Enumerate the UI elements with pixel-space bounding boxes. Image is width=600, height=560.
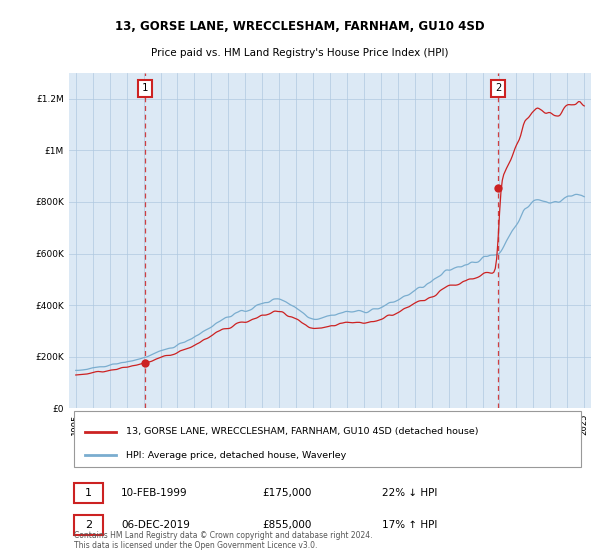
Text: £855,000: £855,000: [262, 520, 311, 530]
Text: 13, GORSE LANE, WRECCLESHAM, FARNHAM, GU10 4SD (detached house): 13, GORSE LANE, WRECCLESHAM, FARNHAM, GU…: [127, 427, 479, 436]
Text: Price paid vs. HM Land Registry's House Price Index (HPI): Price paid vs. HM Land Registry's House …: [151, 48, 449, 58]
Text: 13, GORSE LANE, WRECCLESHAM, FARNHAM, GU10 4SD: 13, GORSE LANE, WRECCLESHAM, FARNHAM, GU…: [115, 20, 485, 32]
Text: 22% ↓ HPI: 22% ↓ HPI: [382, 488, 437, 498]
Text: 17% ↑ HPI: 17% ↑ HPI: [382, 520, 437, 530]
FancyBboxPatch shape: [74, 515, 103, 535]
Text: £175,000: £175,000: [262, 488, 311, 498]
Text: 1: 1: [85, 488, 92, 498]
Text: 2: 2: [85, 520, 92, 530]
Text: 10-FEB-1999: 10-FEB-1999: [121, 488, 188, 498]
Text: 1: 1: [142, 83, 148, 94]
Text: HPI: Average price, detached house, Waverley: HPI: Average price, detached house, Wave…: [127, 451, 347, 460]
FancyBboxPatch shape: [74, 483, 103, 503]
Text: 06-DEC-2019: 06-DEC-2019: [121, 520, 190, 530]
Text: 2: 2: [495, 83, 501, 94]
FancyBboxPatch shape: [74, 412, 581, 467]
Text: Contains HM Land Registry data © Crown copyright and database right 2024.
This d: Contains HM Land Registry data © Crown c…: [74, 531, 373, 550]
